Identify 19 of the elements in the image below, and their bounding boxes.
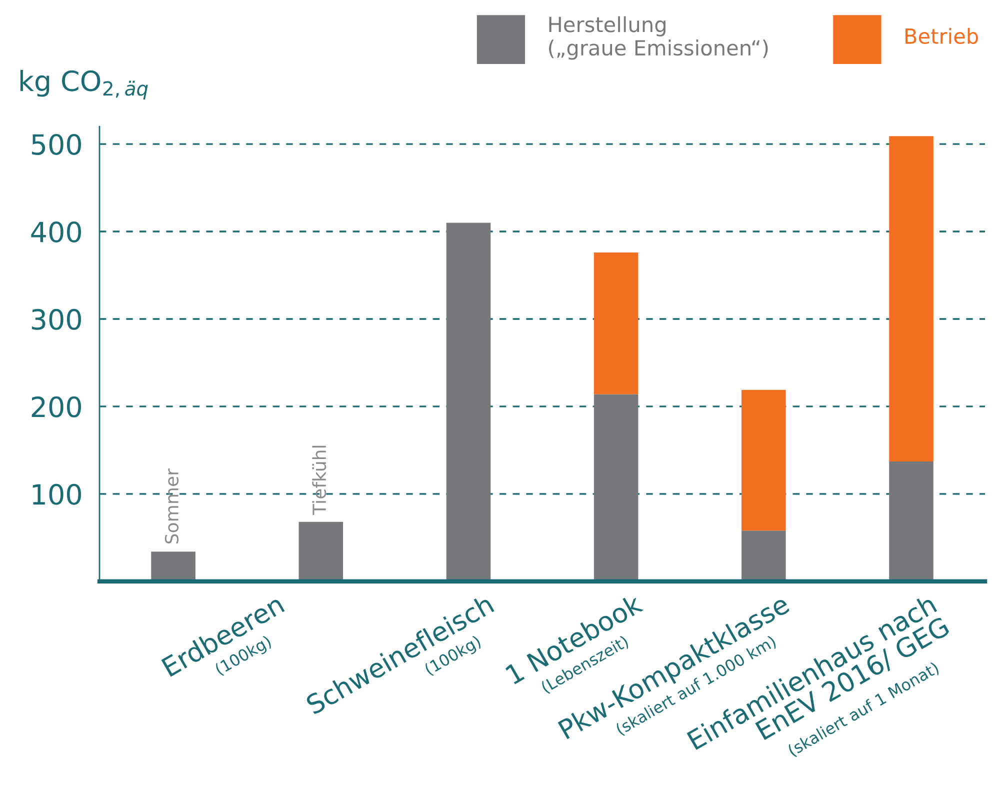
y-axis-title: kg CO$_{2,äq}$ xyxy=(20,70,148,100)
x-tick-label: Tiefkühl xyxy=(312,446,326,515)
legend-label: Herstellung („graue Emissionen“) xyxy=(549,16,768,60)
y-tick-label: 300 xyxy=(32,308,81,330)
bar xyxy=(742,530,786,582)
bar xyxy=(742,390,786,531)
bar xyxy=(889,462,934,582)
y-tick-label: 500 xyxy=(32,134,81,155)
bar xyxy=(446,222,491,582)
x-tick-label: Sommer xyxy=(164,468,179,544)
bar xyxy=(594,394,638,582)
y-tick-label: 400 xyxy=(31,221,81,242)
y-tick-label: 100 xyxy=(32,484,81,505)
legend-label: Betrieb xyxy=(906,28,978,44)
bar xyxy=(889,136,934,462)
bar xyxy=(298,522,344,582)
y-tick-label: 200 xyxy=(32,396,81,418)
bar xyxy=(594,252,638,394)
bar xyxy=(151,552,196,582)
